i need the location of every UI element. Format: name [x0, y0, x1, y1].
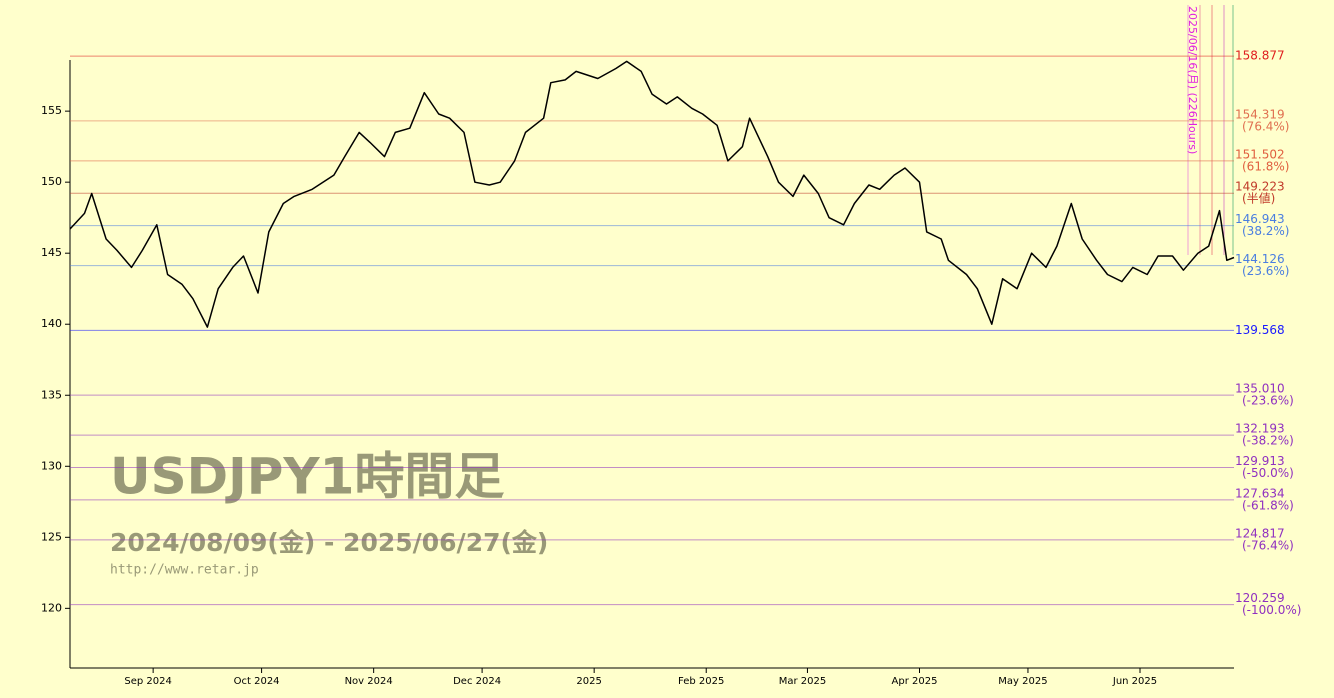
y-tick-label: 150: [41, 175, 62, 188]
level-ratio: (-76.4%): [1242, 538, 1294, 552]
watermark-title: USDJPY1時間足: [110, 448, 504, 506]
level-label: 135.010: [1235, 382, 1285, 396]
y-tick-label: 130: [41, 459, 62, 472]
level-ratio: (61.8%): [1242, 159, 1289, 173]
y-tick-label: 140: [41, 317, 62, 330]
level-ratio: (-100.0%): [1242, 603, 1301, 617]
x-tick-label: 2025: [576, 676, 601, 687]
x-tick-label: Jun 2025: [1112, 676, 1157, 687]
y-tick-label: 145: [41, 246, 62, 259]
level-ratio: (23.6%): [1242, 264, 1289, 278]
level-label: 149.223: [1235, 180, 1285, 194]
level-ratio: (-61.8%): [1242, 498, 1294, 512]
x-tick-label: Mar 2025: [779, 676, 827, 687]
level-label: 151.502: [1235, 147, 1285, 161]
level-ratio: (-23.6%): [1242, 394, 1294, 408]
x-tick-label: May 2025: [998, 676, 1047, 687]
level-label: 146.943: [1235, 212, 1285, 226]
level-ratio: (半値): [1242, 191, 1275, 206]
level-label: 120.259: [1235, 591, 1285, 605]
level-label: 127.634: [1235, 486, 1285, 500]
level-label: 124.817: [1235, 526, 1285, 540]
y-tick-label: 120: [41, 601, 62, 614]
watermark-subtitle: 2024/08/09(金) - 2025/06/27(金): [110, 528, 548, 557]
level-ratio: (-38.2%): [1242, 434, 1294, 448]
x-tick-label: Nov 2024: [345, 676, 393, 687]
x-tick-label: Oct 2024: [234, 676, 280, 687]
x-tick-label: Sep 2024: [124, 676, 171, 687]
level-label: 144.126: [1235, 252, 1285, 266]
x-tick-label: Feb 2025: [678, 676, 724, 687]
price-line: [69, 60, 1235, 328]
level-ratio: (76.4%): [1242, 119, 1289, 133]
y-tick-label: 155: [41, 104, 62, 117]
level-label: 154.319: [1235, 107, 1285, 121]
annotation: 2025/06/16(月) (226Hours): [1186, 6, 1199, 154]
level-label: 132.193: [1235, 422, 1285, 436]
level-label: 139.568: [1235, 323, 1285, 337]
level-ratio: (38.2%): [1242, 224, 1289, 238]
watermark-source: http://www.retar.jp: [110, 563, 259, 578]
level-label: 158.877: [1235, 49, 1285, 63]
y-tick-label: 125: [41, 530, 62, 543]
x-tick-label: Dec 2024: [453, 676, 501, 687]
level-label: 129.913: [1235, 454, 1285, 468]
level-ratio: (-50.0%): [1242, 466, 1294, 480]
x-tick-label: Apr 2025: [892, 676, 938, 687]
y-tick-label: 135: [41, 388, 62, 401]
